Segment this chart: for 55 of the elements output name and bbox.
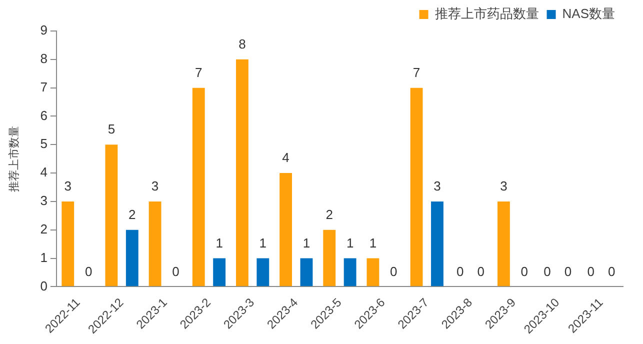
bar bbox=[256, 258, 270, 286]
data-label: 2 bbox=[128, 206, 136, 222]
legend-label: 推荐上市药品数量 bbox=[434, 6, 539, 22]
bar bbox=[323, 230, 336, 286]
data-label: 0 bbox=[456, 264, 464, 279]
bar bbox=[126, 230, 138, 286]
data-label: 7 bbox=[412, 64, 420, 80]
data-label: 0 bbox=[564, 264, 572, 279]
bar bbox=[344, 258, 356, 286]
bar bbox=[431, 201, 444, 286]
data-label: 0 bbox=[608, 264, 616, 279]
data-label: 3 bbox=[151, 178, 159, 194]
bar bbox=[410, 88, 423, 286]
data-label: 3 bbox=[500, 178, 508, 194]
data-label: 1 bbox=[302, 235, 310, 250]
y-tick-label: 5 bbox=[40, 136, 48, 152]
bar bbox=[300, 258, 313, 286]
bar bbox=[236, 59, 248, 286]
y-tick-label: 1 bbox=[40, 250, 48, 265]
y-tick-label: 0 bbox=[40, 278, 48, 294]
bar bbox=[148, 201, 162, 286]
data-label: 0 bbox=[84, 264, 92, 279]
data-label: 7 bbox=[195, 64, 202, 80]
y-tick-label: 3 bbox=[40, 193, 48, 208]
bar bbox=[213, 258, 226, 286]
data-label: 2 bbox=[326, 206, 333, 222]
y-tick-label: 4 bbox=[40, 164, 48, 180]
data-label: 1 bbox=[346, 235, 354, 250]
bar bbox=[105, 144, 118, 286]
data-label: 0 bbox=[477, 264, 484, 279]
y-tick-label: 8 bbox=[40, 50, 48, 66]
data-label: 0 bbox=[587, 264, 594, 279]
y-tick-label: 6 bbox=[40, 108, 48, 123]
bar bbox=[280, 173, 292, 286]
data-label: 0 bbox=[520, 264, 528, 279]
data-label: 4 bbox=[282, 150, 290, 166]
legend-label: NAS数量 bbox=[562, 6, 616, 22]
data-label: 8 bbox=[238, 36, 246, 52]
y-tick-label: 2 bbox=[40, 221, 48, 236]
data-label: 1 bbox=[369, 235, 377, 250]
data-label: 3 bbox=[434, 178, 441, 194]
data-label: 3 bbox=[64, 178, 72, 194]
y-axis-title: 推荐上市数量 bbox=[8, 126, 21, 192]
data-label: 5 bbox=[108, 122, 116, 137]
data-label: 0 bbox=[544, 264, 551, 279]
data-label: 1 bbox=[216, 235, 223, 250]
data-label: 0 bbox=[172, 264, 180, 279]
y-tick-label: 7 bbox=[40, 79, 48, 94]
bar bbox=[497, 201, 510, 286]
data-label: 0 bbox=[390, 264, 398, 279]
bar bbox=[366, 258, 380, 286]
y-tick-label: 9 bbox=[40, 22, 48, 38]
bar bbox=[192, 88, 205, 286]
data-label: 1 bbox=[259, 235, 267, 250]
bar bbox=[62, 201, 74, 286]
